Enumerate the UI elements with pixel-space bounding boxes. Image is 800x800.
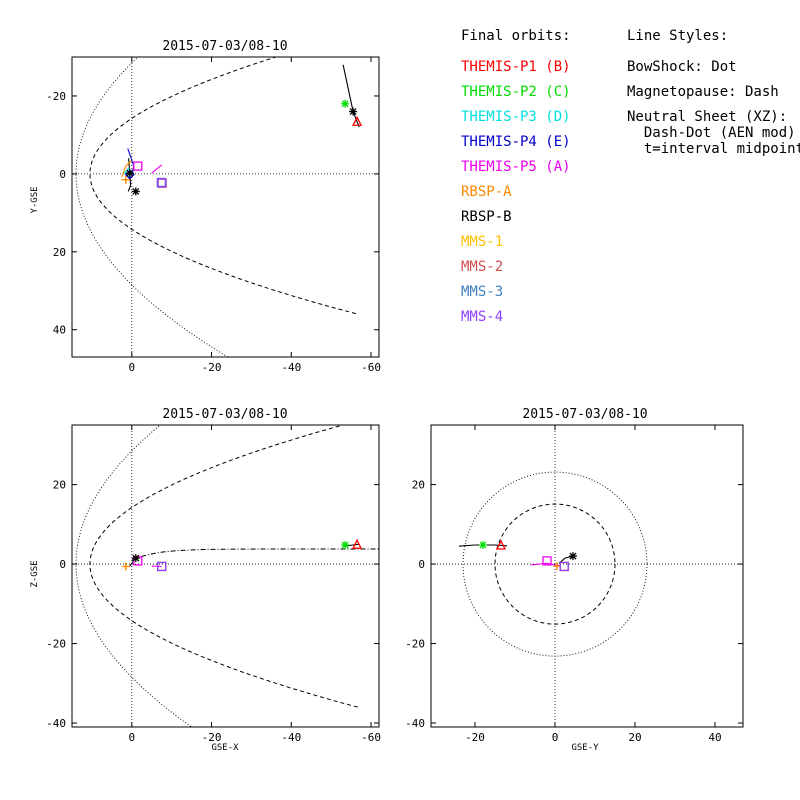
xy-marker-themis-p2-c- — [341, 99, 350, 108]
yz-marker-themis-p2-c- — [479, 541, 487, 550]
xz-xtick-label: -60 — [361, 731, 381, 744]
yz-marker-themis-p5-a- — [542, 556, 552, 566]
xy-orbit-trail — [127, 158, 132, 192]
xz-xtick-label: -40 — [281, 731, 301, 744]
xy-plot-area — [72, 57, 379, 357]
xy-panel-title: 2015-07-03/08-10 — [162, 39, 287, 54]
legend-item: THEMIS-P1 (B) — [461, 59, 571, 75]
magnetopause-curve — [89, 57, 358, 315]
neutral-sheet-curve — [131, 548, 379, 561]
xz-ytick-label: -20 — [46, 638, 66, 651]
xz-xtick-label: 0 — [128, 731, 135, 744]
xy-marker-rbsp-a — [121, 175, 130, 184]
legend-item: THEMIS-P3 (D) — [461, 109, 571, 125]
xz-marker-rbsp-b — [131, 554, 140, 563]
xy-orbit-trail — [121, 159, 133, 178]
xy-marker-themis-p5-a- — [133, 161, 143, 171]
xy-ticks: 0 -20 -40 -60 -20 0 20 40 — [46, 57, 381, 374]
xz-ytick-label: -40 — [46, 717, 66, 730]
xy-marker-mms-4 — [157, 178, 167, 188]
yz-marker-mms-4 — [559, 561, 569, 572]
line-style-item: t=interval midpoint — [627, 141, 800, 157]
legend-item: THEMIS-P5 (A) — [461, 159, 571, 175]
yz-panel: 2015-07-03/08-10 GSE-Y -20 0 20 40 -40 -20 0 20 — [405, 407, 744, 753]
yz-xtick-label: -20 — [465, 731, 485, 744]
legend-item: RBSP-A — [461, 184, 512, 200]
line-style-item: Neutral Sheet (XZ): — [627, 109, 787, 125]
magnetopause-curve — [89, 425, 358, 708]
xy-plot-frame — [71, 56, 380, 358]
xz-panel-title: 2015-07-03/08-10 — [162, 407, 287, 422]
line-styles-legend: Line Styles: BowShock: Dot Magnetopause: … — [627, 28, 800, 157]
yz-xtick-label: 40 — [708, 731, 721, 744]
magnetopause-circle — [494, 503, 616, 625]
xy-xtick-label: -40 — [281, 361, 301, 374]
yz-plot-frame — [430, 424, 744, 728]
xz-panel: 2015-07-03/08-10 Z-GSE GSE-X 0 -20 -40 -60 -… — [30, 407, 381, 753]
xz-marker-themis-p1-b- — [352, 538, 363, 549]
xz-panel-xlabel: GSE-X — [211, 743, 239, 753]
xy-xtick-label: -20 — [202, 361, 222, 374]
bowshock-curve — [75, 425, 193, 727]
legend-item: THEMIS-P2 (C) — [461, 84, 571, 100]
legend-item: MMS-4 — [461, 309, 503, 325]
legend-title: Final orbits: — [461, 28, 571, 44]
xy-marker-extra — [349, 107, 358, 116]
xy-marker-rbsp-b — [131, 187, 140, 196]
yz-ytick-label: 0 — [418, 558, 425, 571]
line-styles-title: Line Styles: — [627, 28, 728, 44]
legend-item: MMS-1 — [461, 234, 503, 250]
xz-plot-frame — [71, 424, 380, 728]
xy-xtick-label: 0 — [128, 361, 135, 374]
xz-ytick-label: 0 — [59, 558, 66, 571]
xz-ytick-label: 20 — [53, 479, 66, 492]
yz-ytick-label: -20 — [405, 638, 425, 651]
xy-ytick-label: 0 — [59, 168, 66, 181]
xy-ytick-label: 40 — [53, 324, 66, 337]
legend-item: MMS-3 — [461, 284, 503, 300]
yz-xtick-label: 20 — [628, 731, 641, 744]
xz-plot-area — [72, 425, 379, 727]
xz-panel-ylabel: Z-GSE — [30, 560, 40, 587]
yz-ytick-label: -40 — [405, 717, 425, 730]
line-style-item: Magnetopause: Dash — [627, 84, 779, 100]
yz-panel-title: 2015-07-03/08-10 — [522, 407, 647, 422]
yz-xtick-label: 0 — [552, 731, 559, 744]
xy-panel-ylabel: Y-GSE — [30, 186, 40, 213]
yz-plot-area — [431, 425, 743, 727]
yz-ytick-label: 20 — [412, 479, 425, 492]
xy-ytick-label: -20 — [46, 90, 66, 103]
legend: Final orbits: THEMIS-P1 (B) THEMIS-P2 (C)… — [461, 28, 571, 325]
yz-marker-rbsp-b — [569, 552, 577, 561]
xy-panel: 2015-07-03/08-10 Y-GSE 0 -20 -40 -60 -20 0 20 4… — [30, 39, 381, 374]
xy-xtick-label: -60 — [361, 361, 381, 374]
xy-marker-themis-p1-b- — [352, 115, 363, 126]
legend-item: MMS-2 — [461, 259, 503, 275]
bowshock-circle — [462, 471, 648, 657]
legend-item: THEMIS-P4 (E) — [461, 134, 571, 150]
xz-marker-rbsp-a — [121, 562, 130, 571]
line-style-item: Dash-Dot (AEN mod) — [627, 125, 796, 141]
xy-marker-extra — [125, 169, 134, 178]
xy-orbit-trail — [151, 164, 163, 174]
legend-item: RBSP-B — [461, 209, 512, 225]
yz-ticks: -20 0 20 40 -40 -20 0 20 — [405, 425, 743, 744]
line-style-item: BowShock: Dot — [627, 59, 737, 75]
xz-xtick-label: -20 — [202, 731, 222, 744]
yz-panel-xlabel: GSE-Y — [571, 743, 599, 753]
xz-ticks: 0 -20 -40 -60 -40 -20 0 20 — [46, 425, 381, 744]
xz-marker-mms-4 — [157, 561, 167, 572]
xy-ytick-label: 20 — [53, 246, 66, 259]
xz-marker-themis-p2-c- — [341, 541, 350, 550]
yz-marker-themis-p1-b- — [495, 539, 507, 550]
